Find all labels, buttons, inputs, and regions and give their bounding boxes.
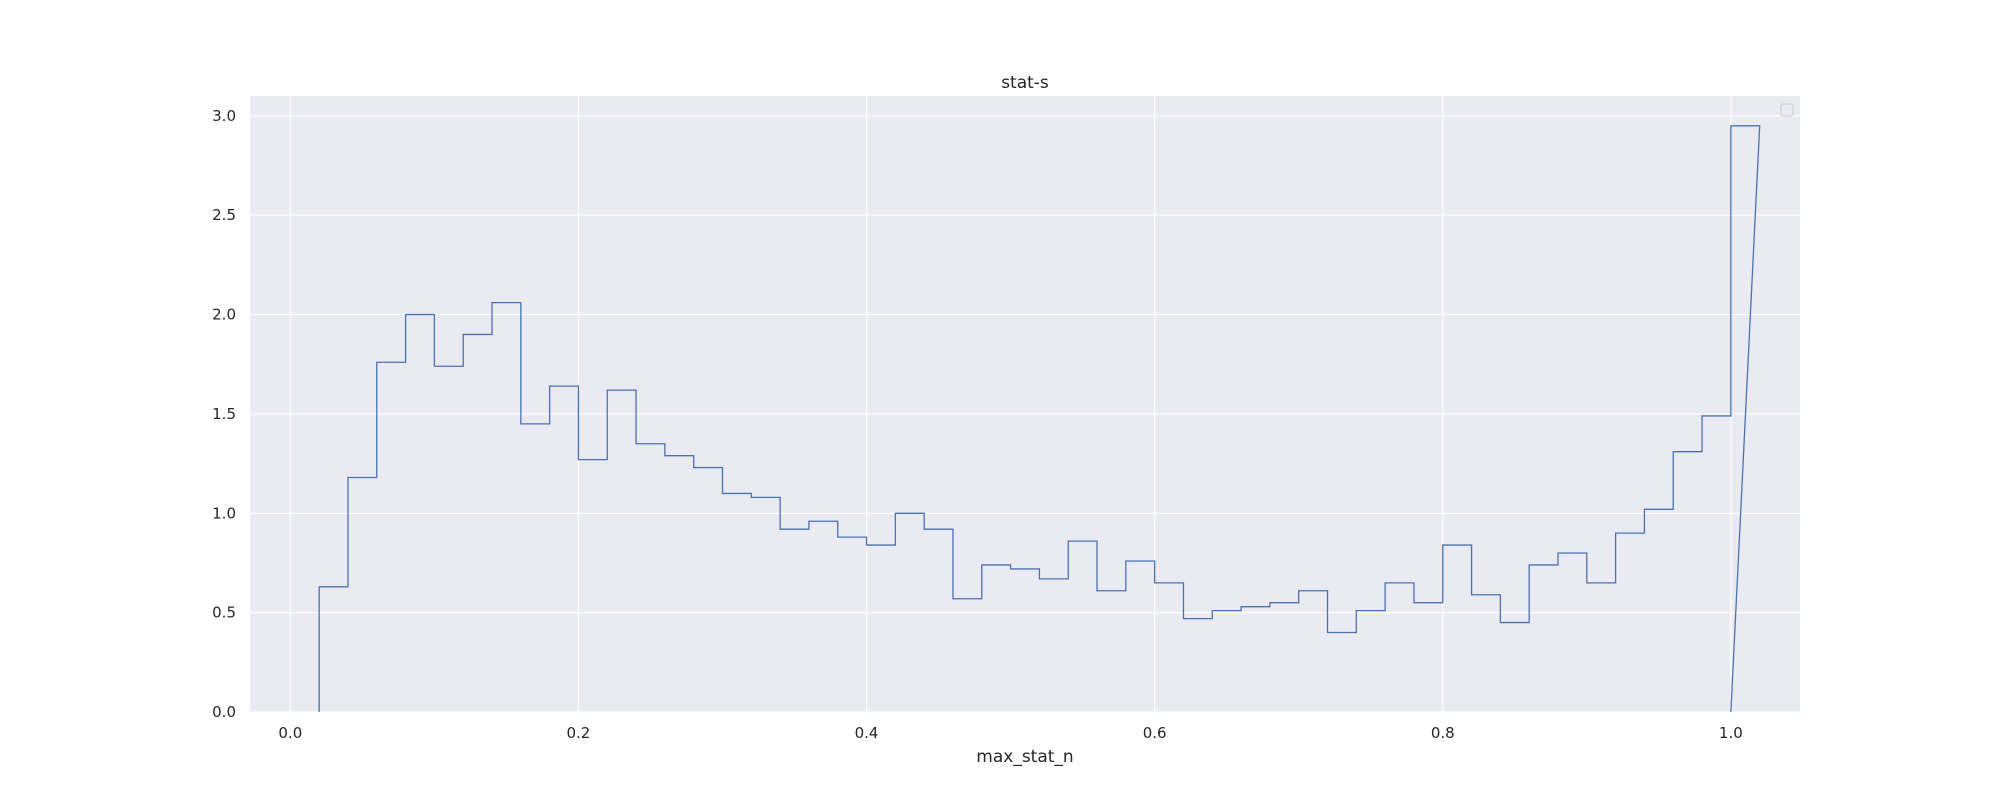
histogram-bin [1011, 569, 1040, 712]
histogram-bin [463, 334, 492, 712]
histogram-bin [1183, 619, 1212, 712]
histogram-bin [867, 545, 896, 712]
y-tick-label: 1.0 [212, 504, 236, 522]
x-tick-label: 0.0 [278, 724, 302, 742]
histogram-bin [377, 362, 406, 712]
y-tick-label: 0.5 [212, 604, 236, 622]
histogram-bin [809, 521, 838, 712]
x-tick-label: 0.4 [855, 724, 879, 742]
histogram-bin [607, 390, 636, 712]
histogram-bin [1356, 611, 1385, 712]
histogram-bin [1097, 591, 1126, 712]
histogram-bin [1212, 611, 1241, 712]
histogram-bin [348, 478, 377, 712]
legend-box [1780, 103, 1794, 117]
histogram-bin [1472, 595, 1501, 712]
x-tick-label: 0.2 [567, 724, 591, 742]
histogram-bin [780, 529, 809, 712]
histogram-bin [550, 386, 579, 712]
histogram-bin [1587, 583, 1616, 712]
histogram-bin [722, 493, 751, 712]
histogram-bin [694, 468, 723, 712]
histogram-bin [1616, 533, 1645, 712]
histogram-bin [1039, 579, 1068, 712]
histogram-bin [838, 537, 867, 712]
histogram-bin [1529, 565, 1558, 712]
histogram-bin [521, 424, 550, 712]
histogram-bin [1126, 561, 1155, 712]
histogram-bin [1270, 603, 1299, 712]
x-tick-label: 0.8 [1431, 724, 1455, 742]
histogram-bin [1241, 607, 1270, 712]
histogram-bin [1155, 583, 1184, 712]
histogram-bin [982, 565, 1011, 712]
histogram-bin [1414, 603, 1443, 712]
chart-title: stat-s [1001, 73, 1049, 93]
histogram-bin [895, 513, 924, 712]
histogram-step-line [318, 125, 1761, 713]
histogram-bin [1328, 633, 1357, 712]
y-tick-label: 2.0 [212, 306, 236, 324]
x-axis-label: max_stat_n [976, 747, 1073, 767]
histogram-bin [751, 497, 780, 712]
histogram-bin [1443, 545, 1472, 712]
histogram-bin [1385, 583, 1414, 712]
histogram-bin [665, 456, 694, 712]
histogram-bin [1500, 623, 1529, 712]
histogram-bin [636, 444, 665, 712]
histogram-bin [953, 599, 982, 712]
histogram-bin [492, 303, 521, 712]
histogram-bin [1299, 591, 1328, 712]
x-tick-labels: 0.0 0.2 0.4 0.6 0.8 1.0 [278, 724, 1742, 742]
y-tick-label: 2.5 [212, 206, 236, 224]
y-tick-labels: 0.0 0.5 1.0 1.5 2.0 2.5 3.0 [212, 107, 236, 721]
y-tick-label: 0.0 [212, 703, 236, 721]
histogram-bin [578, 460, 607, 712]
histogram-bin [1558, 553, 1587, 712]
histogram-bin [434, 366, 463, 712]
x-tick-label: 1.0 [1719, 724, 1743, 742]
x-tick-label: 0.6 [1143, 724, 1167, 742]
histogram-bin [406, 315, 435, 712]
histogram-bin [1702, 416, 1731, 712]
histogram-bin [1673, 452, 1702, 712]
y-tick-label: 1.5 [212, 405, 236, 423]
grid-lines [250, 96, 1800, 713]
histogram-bin [1068, 541, 1097, 712]
plot-background [250, 96, 1800, 712]
y-tick-label: 3.0 [212, 107, 236, 125]
histogram-bin [924, 529, 953, 712]
histogram-bin [319, 587, 348, 712]
histogram-bin [1644, 509, 1673, 712]
